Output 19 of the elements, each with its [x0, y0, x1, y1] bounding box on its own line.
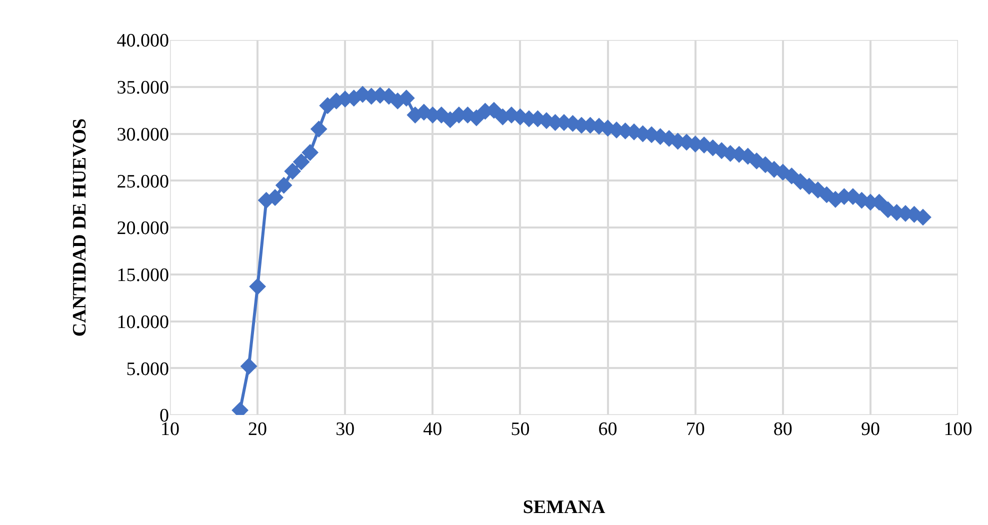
y-tick-label: 10.000 — [116, 312, 169, 333]
x-tick-label: 20 — [248, 419, 268, 440]
x-tick-label: 50 — [510, 419, 530, 440]
x-tick-label: 80 — [773, 419, 792, 440]
x-tick-label: 40 — [423, 419, 442, 440]
y-tick-label: 5.000 — [126, 358, 169, 380]
y-tick-label: 15.000 — [116, 265, 169, 286]
y-tick-label: 35.000 — [116, 78, 169, 99]
x-tick-label: 90 — [860, 419, 880, 440]
x-tick-label: 100 — [944, 419, 972, 440]
x-tick-label: 70 — [686, 419, 705, 440]
y-tick-label: 30.000 — [116, 124, 169, 146]
x-tick-label: 60 — [598, 419, 618, 440]
x-axis-title: SEMANA — [522, 496, 606, 518]
x-tick-label: 30 — [336, 419, 355, 440]
y-tick-label: 20.000 — [116, 218, 169, 240]
y-tick-label: 40.000 — [116, 30, 169, 52]
y-axis-title: CANTIDAD DE HUEVOS — [70, 118, 91, 337]
y-tick-label: 25.000 — [116, 171, 169, 192]
